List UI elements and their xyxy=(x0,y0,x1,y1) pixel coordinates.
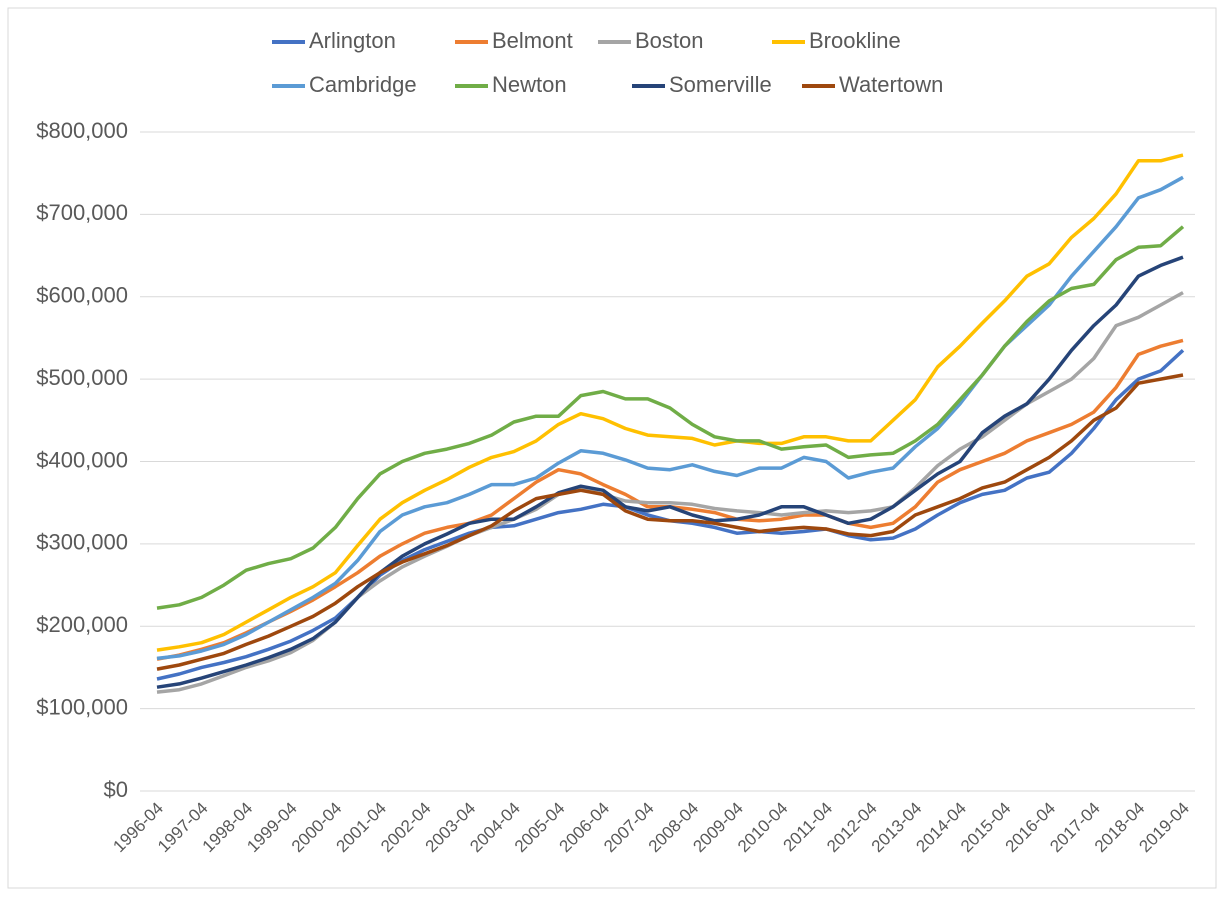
chart-frame xyxy=(7,7,1217,889)
y-tick-label: $0 xyxy=(104,777,128,802)
legend-label: Arlington xyxy=(309,28,396,53)
y-tick-label: $200,000 xyxy=(36,612,128,637)
series-line xyxy=(156,225,1185,610)
y-tick-label: $600,000 xyxy=(36,283,128,308)
legend-label: Cambridge xyxy=(309,72,417,97)
y-tick-label: $500,000 xyxy=(36,365,128,390)
y-tick-label: $300,000 xyxy=(36,530,128,555)
y-tick-label: $400,000 xyxy=(36,447,128,472)
legend-label: Watertown xyxy=(839,72,943,97)
y-tick-label: $100,000 xyxy=(36,694,128,719)
series-line xyxy=(156,373,1184,671)
legend-label: Brookline xyxy=(809,28,901,53)
y-tick-label: $800,000 xyxy=(36,118,128,143)
legend-label: Somerville xyxy=(669,72,772,97)
legend-label: Belmont xyxy=(492,28,573,53)
legend-label: Newton xyxy=(492,72,567,97)
legend-label: Boston xyxy=(635,28,704,53)
series-line xyxy=(156,153,1184,652)
y-tick-label: $700,000 xyxy=(36,200,128,225)
series-line xyxy=(156,255,1184,689)
